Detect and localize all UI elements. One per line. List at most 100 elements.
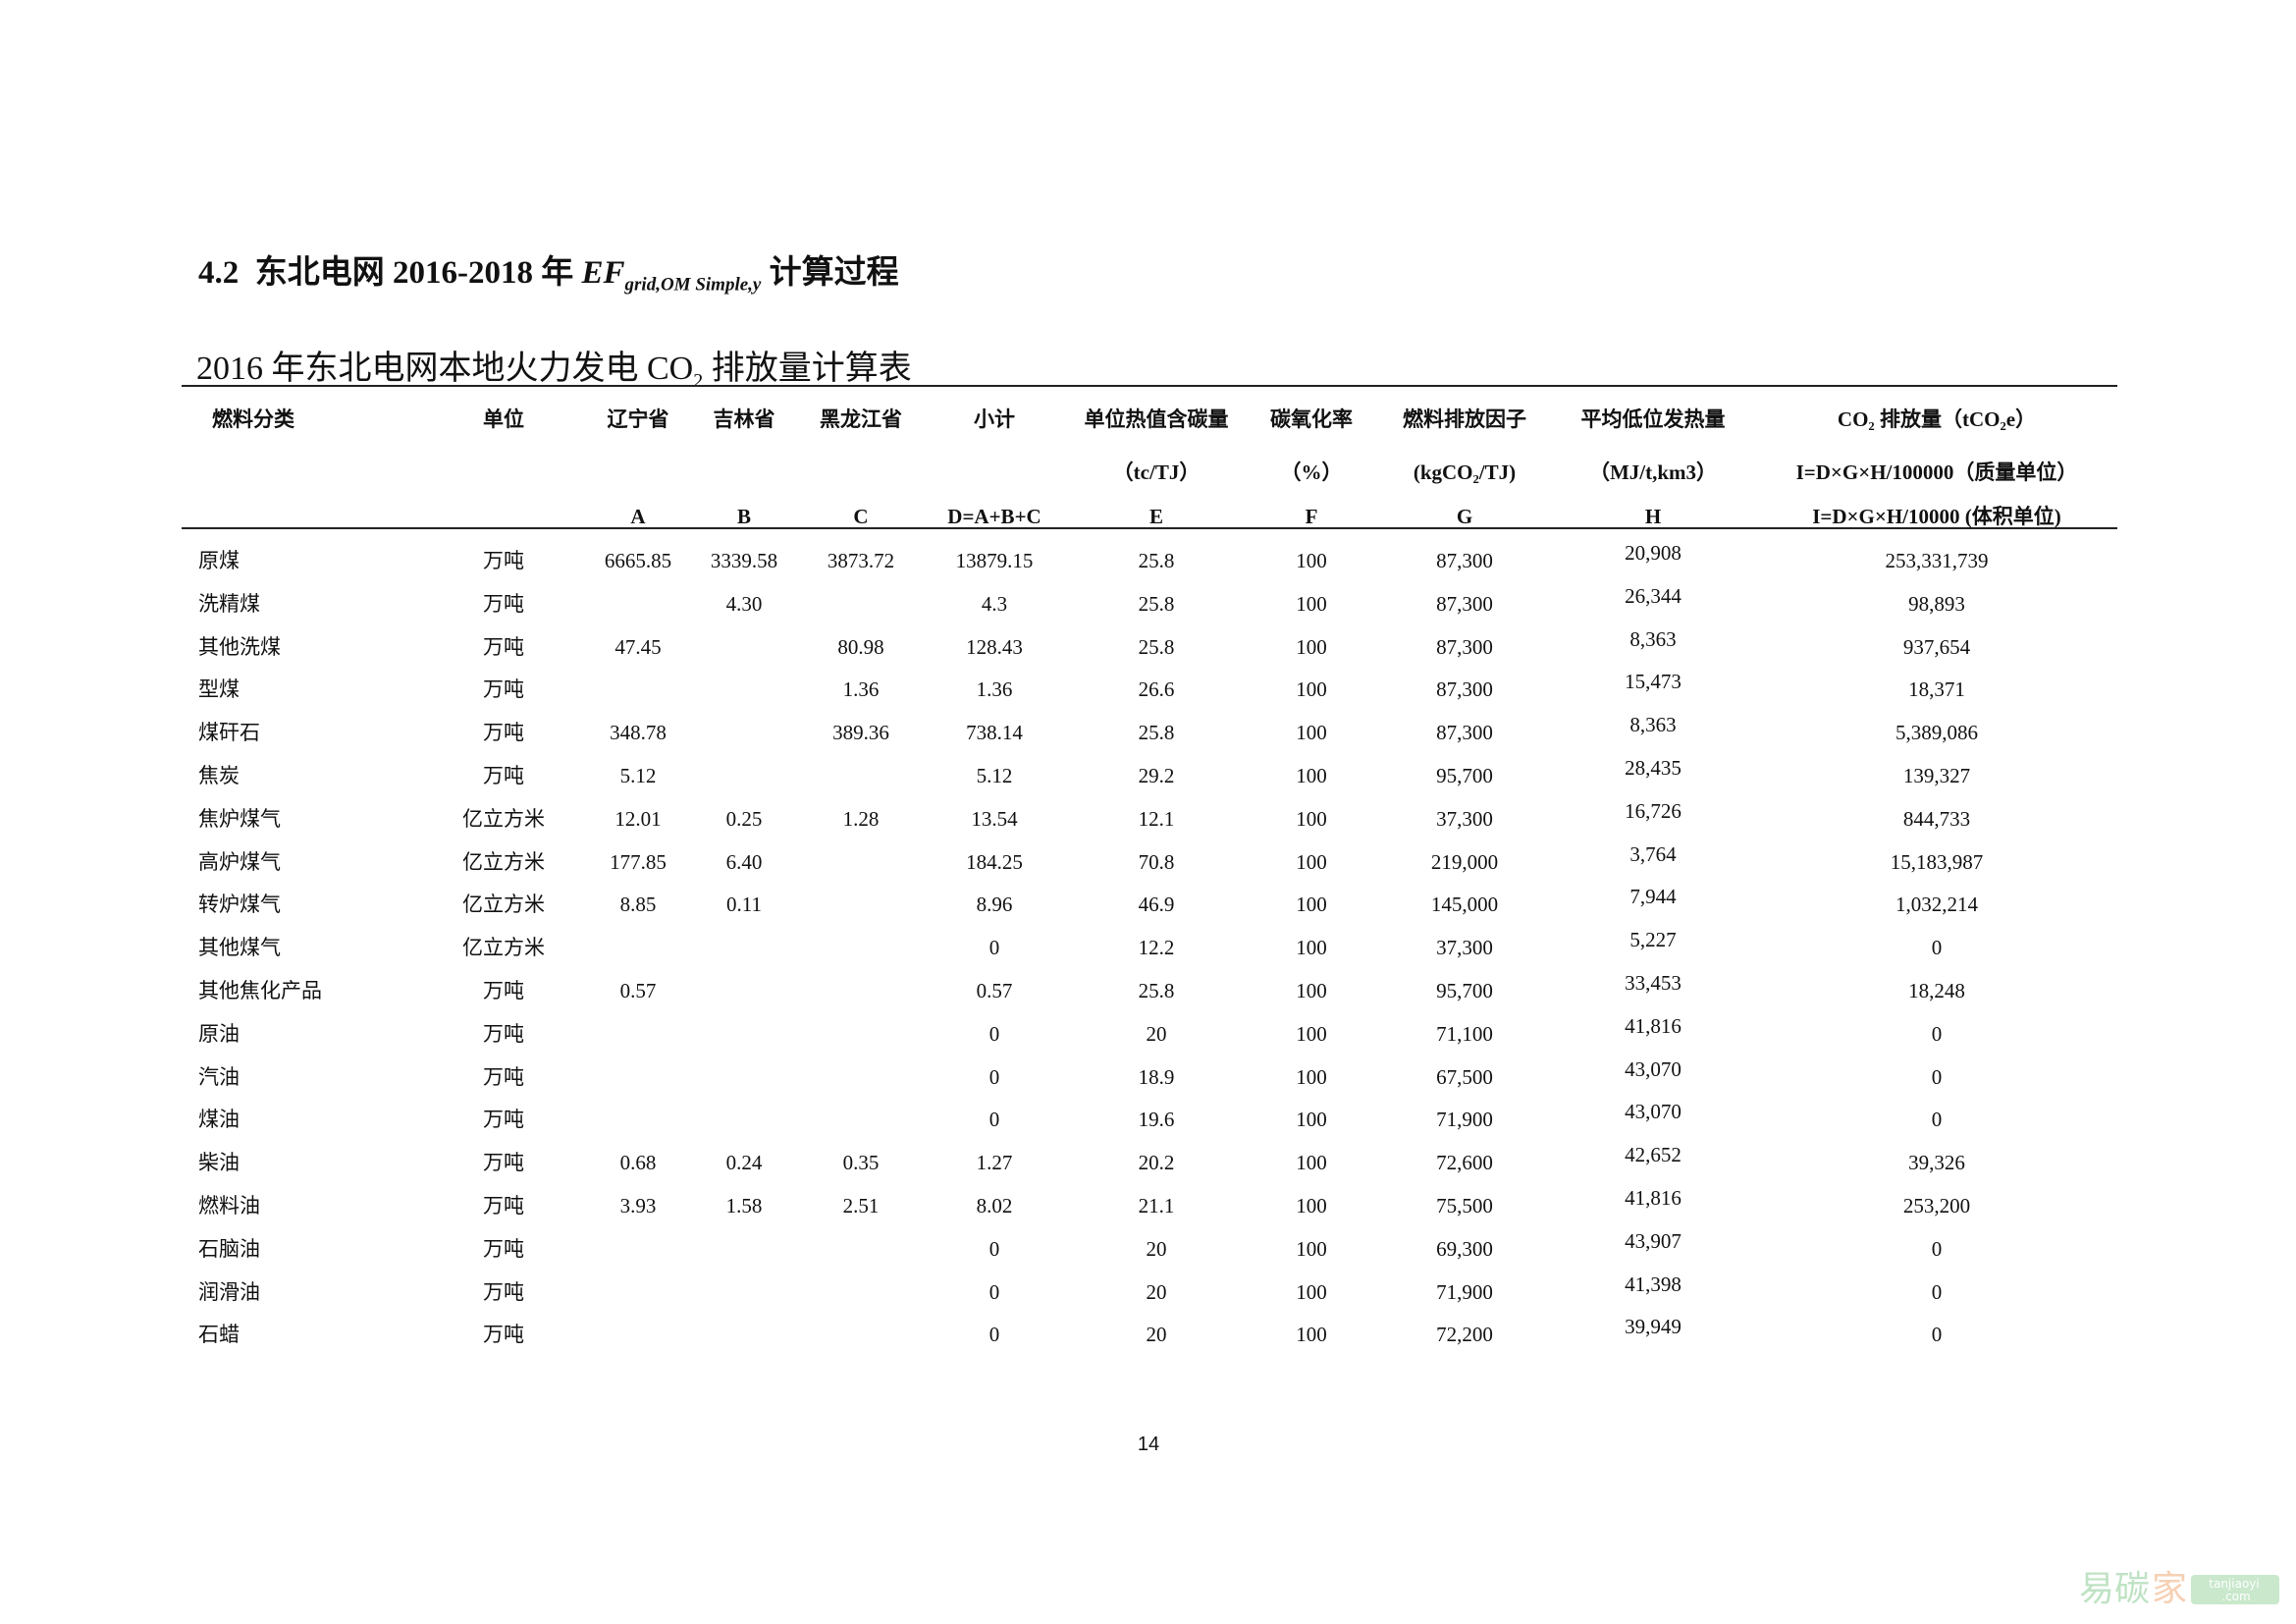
svg-text:易碳: 易碳 bbox=[2079, 1569, 2150, 1609]
cell-subtotal: 0 bbox=[988, 1323, 1000, 1347]
cell-unit: 万吨 bbox=[483, 1021, 524, 1046]
cell-co2-emissions: 0 bbox=[1931, 1323, 1943, 1347]
header-net-calorific-value-line1: 平均低位发热量 bbox=[1580, 407, 1726, 431]
cell-unit: 万吨 bbox=[483, 979, 524, 1002]
cell-co2-emissions: 0 bbox=[1931, 1236, 1943, 1261]
table-top-rule bbox=[182, 385, 2117, 387]
header-emission-factor-line2: (kgCO₂/TJ) bbox=[1413, 460, 1517, 484]
cell-co2-emissions: 0 bbox=[1931, 1279, 1943, 1304]
cell-unit: 万吨 bbox=[483, 634, 524, 659]
header-carbon-content-line1: 单位热值含碳量 bbox=[1084, 407, 1229, 431]
cell-subtotal: 0 bbox=[988, 1064, 1000, 1089]
cell-net-calorific-value: 42,652 bbox=[1625, 1143, 1682, 1167]
cell-co2-emissions: 937,654 bbox=[1902, 634, 1971, 659]
section-heading: 4.2 东北电网 2016-2018 年 EFgrid,OM Simple,y … bbox=[198, 245, 899, 297]
cell-subtotal: 0 bbox=[988, 1108, 1000, 1132]
cell-net-calorific-value: 33,453 bbox=[1625, 971, 1682, 995]
cell-net-calorific-value: 39,949 bbox=[1625, 1315, 1682, 1339]
cell-heilongjiang: 389.36 bbox=[832, 721, 889, 745]
cell-fuel-type: 原油 bbox=[198, 1021, 240, 1046]
cell-net-calorific-value: 20,908 bbox=[1625, 541, 1682, 565]
table-title: 2016 年东北电网本地火力发电 CO2 排放量计算表 bbox=[196, 341, 912, 393]
cell-unit: 万吨 bbox=[483, 721, 524, 745]
cell-net-calorific-value: 26,344 bbox=[1625, 583, 1682, 608]
cell-subtotal: 0.57 bbox=[976, 979, 1013, 1002]
cell-unit: 亿立方米 bbox=[462, 936, 545, 960]
heading-text-after: 计算过程 bbox=[769, 255, 899, 291]
cell-oxidation-rate: 100 bbox=[1296, 677, 1327, 702]
cell-subtotal: 0 bbox=[988, 936, 1000, 960]
cell-fuel-type: 型煤 bbox=[198, 677, 240, 702]
cell-oxidation-rate: 100 bbox=[1296, 1151, 1327, 1175]
cell-co2-emissions: 15,183,987 bbox=[1890, 849, 1984, 874]
cell-carbon-content: 19.6 bbox=[1138, 1108, 1175, 1132]
header-carbon-content-line3: E bbox=[1148, 505, 1163, 528]
cell-fuel-type: 其他煤气 bbox=[198, 936, 281, 960]
cell-unit: 万吨 bbox=[483, 549, 524, 572]
cell-net-calorific-value: 16,726 bbox=[1625, 798, 1682, 823]
header-liaoning-line3: A bbox=[630, 505, 646, 528]
cell-fuel-type: 燃料油 bbox=[198, 1194, 260, 1218]
cell-carbon-content: 70.8 bbox=[1138, 849, 1175, 874]
cell-oxidation-rate: 100 bbox=[1296, 1021, 1327, 1046]
cell-unit: 万吨 bbox=[483, 1236, 524, 1261]
cell-net-calorific-value: 41,398 bbox=[1625, 1272, 1682, 1296]
cell-co2-emissions: 139,327 bbox=[1902, 764, 1971, 787]
cell-fuel-type: 煤矸石 bbox=[198, 721, 260, 745]
cell-emission-factor: 72,200 bbox=[1436, 1323, 1493, 1347]
cell-subtotal: 184.25 bbox=[966, 849, 1023, 874]
cell-fuel-type: 汽油 bbox=[198, 1064, 240, 1089]
cell-subtotal: 0 bbox=[988, 1021, 1000, 1046]
header-jilin-line3: B bbox=[736, 505, 751, 528]
cell-net-calorific-value: 43,070 bbox=[1625, 1056, 1682, 1081]
cell-emission-factor: 37,300 bbox=[1436, 806, 1493, 831]
cell-unit: 万吨 bbox=[483, 1108, 524, 1132]
cell-subtotal: 1.27 bbox=[976, 1151, 1013, 1175]
cell-emission-factor: 95,700 bbox=[1436, 764, 1493, 787]
cell-heilongjiang: 1.36 bbox=[842, 677, 880, 702]
heading-ef-subscript: grid,OM Simple,y bbox=[624, 274, 762, 296]
header-net-calorific-value-line2: （MJ/t,km3） bbox=[1588, 460, 1718, 484]
cell-co2-emissions: 0 bbox=[1931, 1108, 1943, 1132]
cell-carbon-content: 26.6 bbox=[1138, 677, 1175, 702]
cell-jilin: 0.25 bbox=[725, 806, 763, 831]
header-co2-emissions-line1: CO₂ 排放量（tCO₂e） bbox=[1837, 407, 2037, 431]
cell-co2-emissions: 1,032,214 bbox=[1896, 893, 1978, 917]
cell-co2-emissions: 253,331,739 bbox=[1885, 549, 1989, 572]
cell-emission-factor: 71,900 bbox=[1436, 1279, 1493, 1304]
header-co2-emissions-line2: I=D×G×H/100000（质量单位） bbox=[1795, 460, 2078, 484]
cell-carbon-content: 25.8 bbox=[1138, 549, 1175, 572]
cell-liaoning: 348.78 bbox=[610, 721, 667, 745]
cell-jilin: 0.24 bbox=[725, 1151, 763, 1175]
header-oxidation-rate-line2: （%） bbox=[1280, 460, 1343, 484]
cell-carbon-content: 29.2 bbox=[1138, 764, 1175, 787]
cell-jilin: 0.11 bbox=[726, 893, 762, 917]
table-title-text-after: 排放量计算表 bbox=[711, 351, 912, 387]
cell-emission-factor: 75,500 bbox=[1436, 1194, 1493, 1218]
cell-unit: 万吨 bbox=[483, 677, 524, 702]
cell-emission-factor: 69,300 bbox=[1436, 1236, 1493, 1261]
cell-carbon-content: 25.8 bbox=[1138, 721, 1175, 745]
cell-liaoning: 47.45 bbox=[614, 634, 662, 659]
header-co2-emissions-line3: I=D×G×H/10000 (体积单位) bbox=[1812, 505, 2061, 528]
cell-oxidation-rate: 100 bbox=[1296, 979, 1327, 1002]
header-subtotal-line1: 小计 bbox=[974, 407, 1015, 431]
cell-carbon-content: 25.8 bbox=[1138, 634, 1175, 659]
cell-oxidation-rate: 100 bbox=[1296, 806, 1327, 831]
cell-emission-factor: 72,600 bbox=[1436, 1151, 1493, 1175]
header-carbon-content-line2: （tc/TJ） bbox=[1112, 460, 1201, 484]
cell-heilongjiang: 2.51 bbox=[842, 1194, 880, 1218]
cell-oxidation-rate: 100 bbox=[1296, 764, 1327, 787]
cell-fuel-type: 原煤 bbox=[198, 549, 240, 572]
heading-text: 东北电网 2016-2018 年 bbox=[254, 255, 574, 291]
cell-jilin: 1.58 bbox=[725, 1194, 763, 1218]
cell-fuel-type: 煤油 bbox=[198, 1108, 240, 1132]
cell-fuel-type: 其他洗煤 bbox=[198, 634, 281, 659]
cell-oxidation-rate: 100 bbox=[1296, 721, 1327, 745]
cell-emission-factor: 37,300 bbox=[1436, 936, 1493, 960]
cell-liaoning: 0.57 bbox=[619, 979, 657, 1002]
cell-carbon-content: 20 bbox=[1146, 1021, 1167, 1046]
cell-oxidation-rate: 100 bbox=[1296, 1323, 1327, 1347]
cell-fuel-type: 其他焦化产品 bbox=[198, 979, 322, 1002]
svg-text:家: 家 bbox=[2152, 1569, 2187, 1609]
